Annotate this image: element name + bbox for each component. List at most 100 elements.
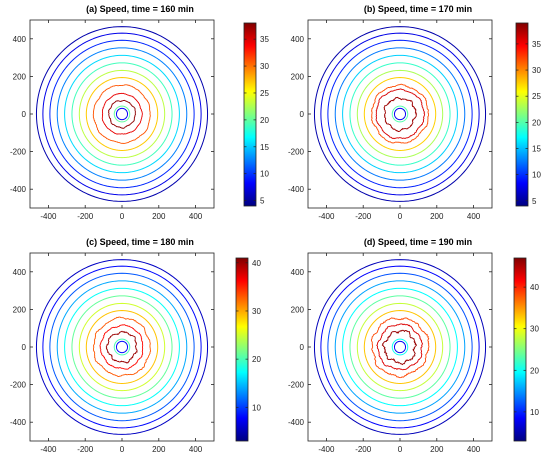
contour-speed-25 [78, 302, 166, 392]
y-tick-label: -200 [10, 381, 27, 390]
colorbar-tick-label: 20 [252, 355, 261, 364]
contour-lines [35, 259, 209, 435]
colorbar-tick-label: 20 [530, 366, 539, 375]
colorbar-gradient [515, 22, 529, 207]
contour-speed-14 [56, 280, 188, 414]
x-tick-label: 0 [120, 212, 125, 221]
y-tick-label: -400 [288, 185, 305, 194]
contour-speed-29 [85, 310, 159, 384]
colorbar-tick-label: 5 [532, 197, 537, 206]
colorbar-tick-label: 25 [260, 89, 269, 98]
x-tick-label: -400 [318, 445, 335, 454]
contour-speed-8 [393, 107, 407, 121]
contour-speed-5.5 [35, 259, 209, 435]
contour-speed-36 [99, 324, 144, 370]
colorbar-tick-label: 35 [260, 35, 269, 44]
y-tick-label: -200 [288, 381, 305, 390]
colorbar-tick-label: 15 [260, 143, 269, 152]
contour-speed-9.5 [327, 39, 473, 189]
x-tick-label: 0 [398, 212, 403, 221]
contour-speed-8 [393, 340, 407, 354]
colorbar-gradient [243, 22, 257, 207]
y-tick-label: 200 [13, 72, 27, 81]
x-tick-label: -400 [40, 212, 57, 221]
y-tick-label: 0 [22, 343, 27, 352]
x-tick-label: -200 [355, 212, 372, 221]
colorbar-tick-label: 30 [532, 66, 541, 75]
colorbar-tick-label: 25 [532, 92, 541, 101]
y-tick-label: -400 [10, 185, 27, 194]
contour-speed-15.5 [334, 280, 466, 414]
colorbar-gradient [513, 257, 527, 442]
contour-speed-17.5 [64, 287, 180, 407]
y-tick-label: 400 [13, 268, 27, 277]
plot-area [307, 252, 493, 442]
panel-2: (b) Speed, time = 170 min-400 -200 0 200 400… [288, 4, 541, 221]
chart-title: (b) Speed, time = 170 min [364, 4, 472, 14]
y-tick-label: 400 [291, 35, 305, 44]
x-tick-label: -200 [355, 445, 372, 454]
contour-speed-5.5 [35, 26, 209, 202]
contour-speed-34.5 [101, 92, 143, 135]
y-tick-label: 200 [13, 305, 27, 314]
contour-speed-12.5 [56, 47, 188, 181]
contour-speed-32 [371, 83, 430, 144]
colorbar: 5 10 15 20 25 30 35 [515, 22, 541, 207]
contour-speed-11 [49, 272, 195, 422]
y-tick-label: 0 [22, 110, 27, 119]
panel-3: (c) Speed, time = 180 min-400 -200 0 200 400… [10, 237, 261, 454]
colorbar-tick-label: 20 [532, 118, 541, 127]
x-tick-label: 0 [120, 445, 125, 454]
contour-speed-46 [381, 329, 417, 366]
contour-speed-27.5 [363, 77, 437, 151]
contour-speed-20 [113, 338, 131, 356]
contour-speed-9.5 [49, 39, 195, 189]
plot-area [29, 19, 215, 209]
x-tick-label: 400 [467, 445, 481, 454]
contour-speed-23.5 [349, 295, 451, 399]
contour-speed-28 [356, 302, 444, 392]
contour-speed-36 [375, 88, 426, 140]
contour-speed-19 [71, 62, 173, 166]
x-tick-label: 0 [398, 445, 403, 454]
contour-speed-8 [115, 107, 129, 121]
colorbar-tick-label: 40 [252, 259, 261, 268]
contour-lines [313, 26, 487, 202]
contour-lines [35, 26, 209, 202]
y-tick-label: 0 [300, 110, 305, 119]
contour-speed-20 [113, 105, 131, 123]
contour-speed-5.5 [313, 26, 487, 202]
contour-speed-21 [71, 295, 173, 399]
contour-speed-19.5 [342, 287, 458, 407]
contour-speed-37.5 [107, 99, 136, 129]
contour-speed-5.5 [313, 259, 487, 435]
colorbar-tick-label: 10 [530, 408, 539, 417]
y-tick-label: -200 [288, 148, 305, 157]
chart-title: (c) Speed, time = 180 min [86, 237, 194, 247]
contour-speed-15.5 [342, 54, 458, 174]
contour-speed-7.5 [42, 32, 202, 196]
x-tick-label: 400 [189, 445, 203, 454]
x-tick-label: 400 [467, 212, 481, 221]
contour-speed-8 [42, 265, 202, 429]
colorbar-tick-label: 30 [530, 325, 539, 334]
colorbar-tick-label: 15 [532, 144, 541, 153]
contour-speed-23 [356, 69, 444, 159]
y-tick-label: 400 [291, 268, 305, 277]
x-tick-label: 200 [430, 445, 444, 454]
y-tick-label: 0 [300, 343, 305, 352]
x-tick-label: -400 [40, 445, 57, 454]
contour-speed-7.5 [320, 32, 480, 196]
y-tick-label: 400 [13, 35, 27, 44]
colorbar: 10 20 30 40 [513, 257, 539, 442]
contour-speed-8.5 [320, 265, 480, 429]
contour-speed-12.5 [334, 47, 466, 181]
contour-speed-19 [349, 62, 451, 166]
contour-speed-33 [363, 310, 437, 384]
contour-speed-23 [78, 69, 166, 159]
x-tick-label: 200 [152, 445, 166, 454]
contour-speed-12 [327, 272, 473, 422]
x-tick-label: 400 [189, 212, 203, 221]
contour-speed-20 [391, 338, 409, 356]
